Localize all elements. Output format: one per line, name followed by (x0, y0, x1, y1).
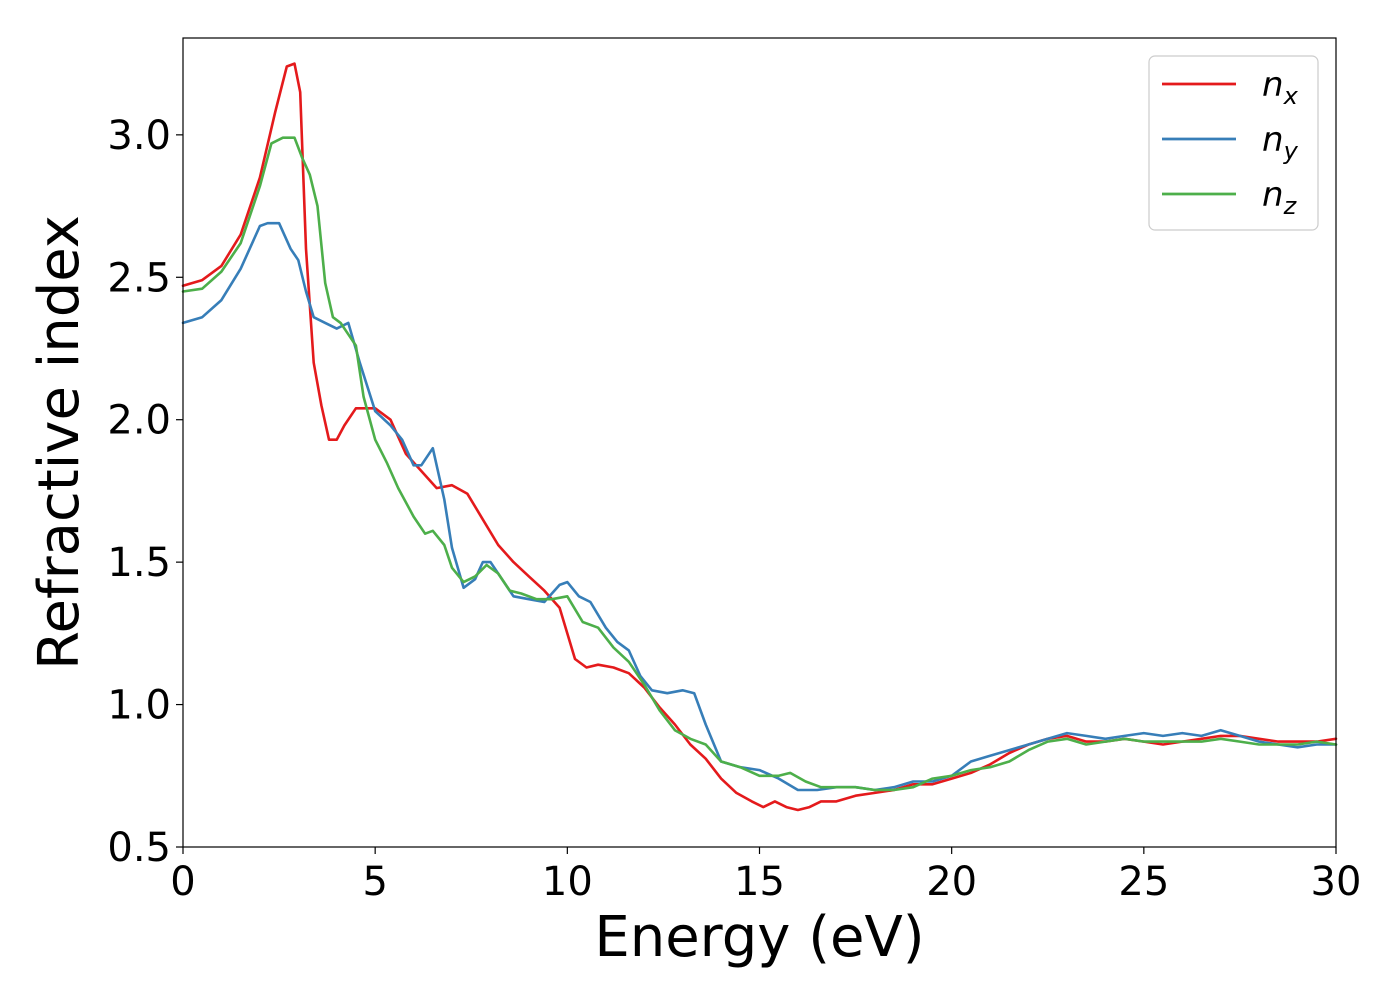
x-axis-ticks: 0 5 10 15 20 25 30 (170, 847, 1361, 905)
series-line-y (181, 221, 1338, 792)
x-tick-label: 15 (734, 859, 785, 905)
legend-label-z: nz (1262, 175, 1298, 220)
y-tick-label: 2.0 (107, 398, 171, 444)
x-tick-label: 0 (170, 859, 195, 905)
legend-box (1148, 55, 1319, 231)
y-tick-label: 2.5 (107, 255, 171, 301)
x-tick-label: 5 (362, 859, 387, 905)
legend-label-y: ny (1262, 120, 1299, 165)
y-axis-title: Refractive index (27, 215, 92, 670)
legend-label-x: nx (1262, 65, 1299, 110)
plot-lines (181, 62, 1338, 812)
x-tick-label: 20 (926, 859, 977, 905)
x-tick-label: 10 (542, 859, 593, 905)
y-tick-label: 1.5 (107, 540, 171, 586)
y-tick-label: 3.0 (107, 113, 171, 159)
y-axis-ticks: 0.5 1.0 1.5 2.0 2.5 3.0 (107, 113, 183, 871)
x-tick-label: 30 (1311, 859, 1362, 905)
y-tick-label: 0.5 (107, 825, 171, 871)
legend: nx ny nz (1148, 55, 1319, 231)
x-tick-label: 25 (1118, 859, 1169, 905)
series-line-z (181, 136, 1338, 792)
y-tick-label: 1.0 (107, 683, 171, 729)
x-axis-title: Energy (eV) (594, 905, 924, 970)
